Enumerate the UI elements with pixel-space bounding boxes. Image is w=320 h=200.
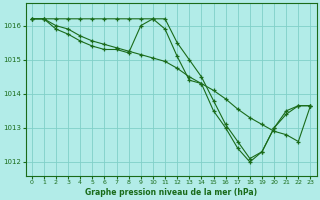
X-axis label: Graphe pression niveau de la mer (hPa): Graphe pression niveau de la mer (hPa) xyxy=(85,188,257,197)
